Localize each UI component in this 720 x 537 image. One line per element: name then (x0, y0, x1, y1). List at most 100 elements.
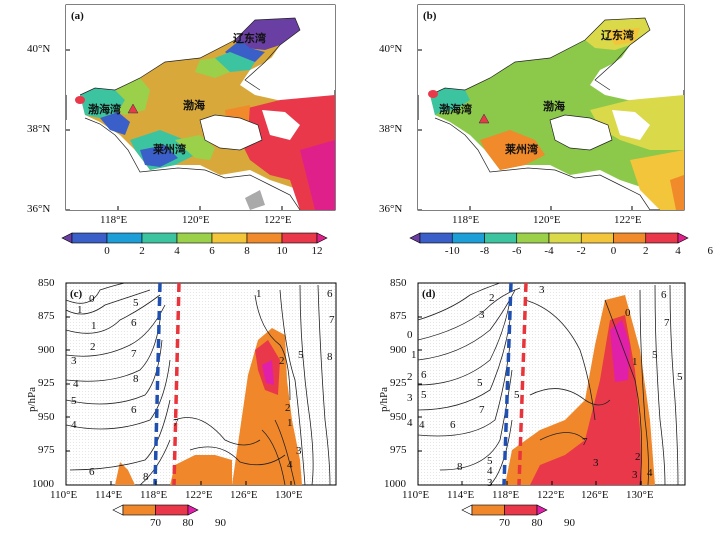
panel-b-label: (b) (423, 10, 437, 22)
contour-label: 7 (664, 317, 670, 329)
map-a-ytick: 38°N (27, 123, 51, 135)
panel-b-map (417, 4, 685, 211)
contour-label: 4 (647, 467, 653, 479)
colorbar-swatch (106, 232, 143, 244)
contour-label: 1 (287, 417, 293, 429)
section-c-xtick: 114°E (95, 489, 123, 501)
colorbar-left-arrow (409, 232, 421, 244)
contour-label: 4 (487, 465, 493, 477)
contour-label: 3 (632, 469, 638, 481)
contour-label: 6 (131, 404, 137, 416)
map-b-xtick: 122°E (614, 214, 642, 226)
contour-label: 5 (652, 349, 658, 361)
contour-label: 8 (143, 471, 149, 483)
section-d-ytick: 975 (390, 444, 407, 456)
contour-label: 2 (285, 402, 291, 414)
contour-label: 1 (256, 288, 262, 300)
colorbar-swatch (484, 232, 518, 244)
map-b-xtick: 118°E (452, 214, 480, 226)
colorbar-b-tick: -2 (576, 245, 586, 257)
contour-label: 2 (279, 355, 285, 367)
colorbar-swatch (211, 232, 248, 244)
contour-label: 2 (635, 451, 641, 463)
colorbar-d-tick: 80 (531, 517, 543, 529)
contour-label: 5 (487, 455, 493, 467)
contour-label: 3 (593, 457, 599, 469)
contour-label: 3 (479, 309, 485, 321)
panel-a-label: (a) (71, 10, 84, 22)
colorbar-right-arrow (677, 232, 689, 244)
colorbar-swatch (613, 232, 647, 244)
colorbar-b-tick: -8 (479, 245, 490, 257)
section-c-ytick: 850 (38, 277, 55, 289)
section-d-ytick: 950 (390, 411, 407, 423)
colorbar-left-arrow (61, 232, 73, 244)
contour-label: 3 (296, 445, 302, 457)
panel-c-section (65, 282, 337, 486)
place-bohai-bay-a: 渤海湾 (88, 104, 121, 116)
colorbar-a-tick: 8 (244, 245, 250, 257)
colorbar-b-tick: 2 (643, 245, 649, 257)
map-a-xtick: 122°E (264, 214, 292, 226)
contour-label: 8 (327, 351, 333, 363)
contour-label: 5 (677, 371, 683, 383)
contour-label: 3 (71, 355, 77, 367)
colorbar-a-tick: 4 (174, 245, 180, 257)
colorbar-swatch (155, 504, 189, 516)
contour-label: 6 (89, 466, 95, 478)
colorbar-b (409, 232, 689, 244)
colorbar-swatch (580, 232, 614, 244)
panel-a-map (65, 4, 336, 211)
section-d-xtick: 130°E (626, 489, 654, 501)
contour-label: 4 (419, 419, 425, 431)
colorbar-swatch (176, 232, 213, 244)
colorbar-right-arrow (536, 504, 548, 516)
contour-label: 4 (287, 459, 293, 471)
colorbar-a-tick: 0 (104, 245, 110, 257)
place-liaodong-b: 辽东湾 (601, 30, 634, 42)
contour-label: 7 (479, 404, 485, 416)
section-c-ytick: 925 (38, 377, 55, 389)
section-c-ytick: 875 (38, 310, 55, 322)
section-c-xtick: 122°E (185, 489, 213, 501)
contour-label: 4 (71, 419, 77, 431)
colorbar-swatch (645, 232, 679, 244)
section-c-ytick: 900 (38, 344, 55, 356)
contour-label: 6 (661, 289, 667, 301)
contour-label: 7 (329, 314, 335, 326)
contour-label: 5 (477, 377, 483, 389)
colorbar-b-tick: 4 (675, 245, 681, 257)
section-d-ytick: 900 (390, 344, 407, 356)
colorbar-left-arrow (461, 504, 473, 516)
panel-d-section (417, 282, 686, 486)
section-c-xtick: 130°E (275, 489, 303, 501)
place-laizhou-b: 莱州湾 (505, 144, 538, 156)
colorbar-swatch (141, 232, 178, 244)
contour-label: 1 (91, 320, 97, 332)
colorbar-d (461, 504, 548, 516)
colorbar-swatch (504, 504, 538, 516)
contour-label: 0 (89, 293, 95, 305)
section-d-xtick: 110°E (402, 489, 430, 501)
place-bohai-a: 渤海 (183, 100, 205, 112)
place-laizhou-a: 莱州湾 (153, 144, 186, 156)
colorbar-swatch (246, 232, 283, 244)
contour-label: 3 (407, 392, 413, 404)
colorbar-swatch (122, 504, 156, 516)
colorbar-b-tick: 6 (707, 245, 714, 257)
place-liaodong-a: 辽东湾 (233, 33, 266, 45)
contour-label: 8 (133, 373, 139, 385)
contour-label: 5 (298, 349, 304, 361)
colorbar-b-tick: -6 (512, 245, 522, 257)
colorbar-a-tick: 2 (139, 245, 145, 257)
contour-label: 2 (407, 371, 413, 383)
section-d-xtick: 126°E (581, 489, 609, 501)
colorbar-a-tick: 10 (276, 245, 288, 257)
map-b-ytick: 40°N (379, 43, 403, 55)
contour-label: 6 (450, 419, 456, 431)
map-b-ytick: 38°N (379, 123, 403, 135)
contour-label: 5 (514, 389, 520, 401)
colorbar-c-tick: 90 (215, 517, 226, 529)
colorbar-b-tick: -4 (544, 245, 554, 257)
